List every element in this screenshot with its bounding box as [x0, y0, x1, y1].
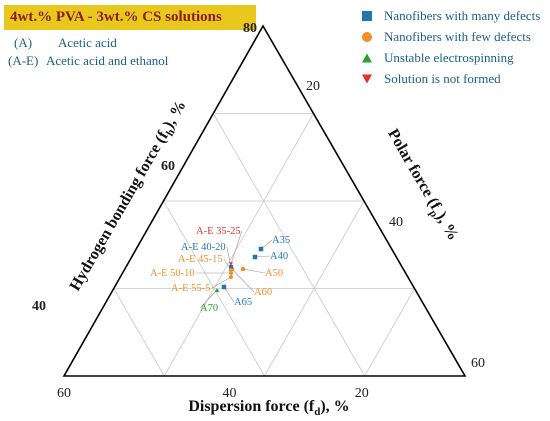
tick-label: 40	[32, 299, 46, 314]
chart-title: 4wt.% PVA - 3wt.% CS solutions	[4, 5, 256, 30]
axis-titles: Dispersion force (fd), % Hydrogen bonding…	[67, 98, 462, 418]
point-label: A50	[265, 268, 283, 279]
tick-labels: 60 40 20 40 60 80 20 40 60	[32, 21, 485, 401]
tick-label: 60	[57, 386, 71, 401]
legend-marker	[362, 53, 372, 63]
data-point	[240, 266, 246, 272]
data-point	[229, 275, 233, 279]
leader-line	[223, 286, 235, 303]
legend: Nanofibers with many defects Nanofibers w…	[362, 8, 540, 86]
tick-label: 40	[223, 386, 237, 401]
leader-line	[254, 255, 271, 258]
point-label: A65	[234, 297, 252, 308]
point-label: A35	[272, 235, 290, 246]
leader-line	[199, 289, 218, 309]
legend-marker	[362, 32, 372, 42]
leader-line	[230, 230, 243, 265]
grid-line	[212, 113, 366, 377]
point-label: A40	[270, 251, 288, 262]
legend-label: Nanofibers with many defects	[384, 8, 540, 23]
solvent-note-a-text: Acetic acid	[58, 35, 117, 50]
tick-label: 60	[161, 159, 175, 174]
solvent-note-ae-code: (A-E)	[8, 53, 38, 68]
tick-label: 80	[243, 21, 257, 36]
data-point	[229, 271, 233, 275]
leader-line	[211, 276, 232, 289]
legend-marker	[362, 11, 372, 21]
data-point	[258, 246, 264, 252]
legend-label: Unstable electrospinning	[384, 50, 514, 65]
tick-label: 20	[355, 386, 369, 401]
grid-line	[364, 288, 415, 377]
solvent-note-a-code: (A)	[14, 35, 32, 50]
axis-title-hydrogen: Hydrogen bonding force (fh), %	[67, 98, 193, 296]
data-point	[214, 287, 220, 293]
point-label: A-E 55-5	[171, 283, 210, 294]
tick-label: 60	[471, 356, 485, 371]
point-label: A-E 45-15	[178, 254, 223, 265]
tick-label: 40	[389, 215, 403, 230]
data-point	[229, 262, 233, 266]
point-label: A60	[254, 287, 272, 298]
data-markers	[214, 246, 264, 293]
leader-line	[231, 268, 255, 293]
axis-title-dispersion: Dispersion force (fd), %	[188, 398, 349, 418]
data-point	[229, 268, 233, 272]
tick-label: 20	[306, 79, 320, 94]
grid-line	[163, 113, 314, 377]
grid-line	[113, 288, 165, 377]
point-label: A-E 35-25	[196, 226, 241, 237]
point-label: A-E 40-20	[181, 242, 226, 253]
legend-label: Solution is not formed	[384, 71, 501, 86]
data-point	[221, 284, 227, 290]
ternary-frame	[62, 24, 467, 377]
legend-label: Nanofibers with few defects	[384, 29, 531, 44]
data-point	[229, 265, 233, 269]
data-point	[252, 254, 258, 260]
solvent-note-ae-text: Acetic acid and ethanol	[46, 53, 169, 68]
legend-marker	[362, 74, 372, 84]
ternary-grid	[113, 113, 415, 377]
leader-line	[242, 268, 266, 274]
point-label: A-E 50-10	[150, 268, 195, 279]
point-label: A70	[200, 303, 218, 314]
